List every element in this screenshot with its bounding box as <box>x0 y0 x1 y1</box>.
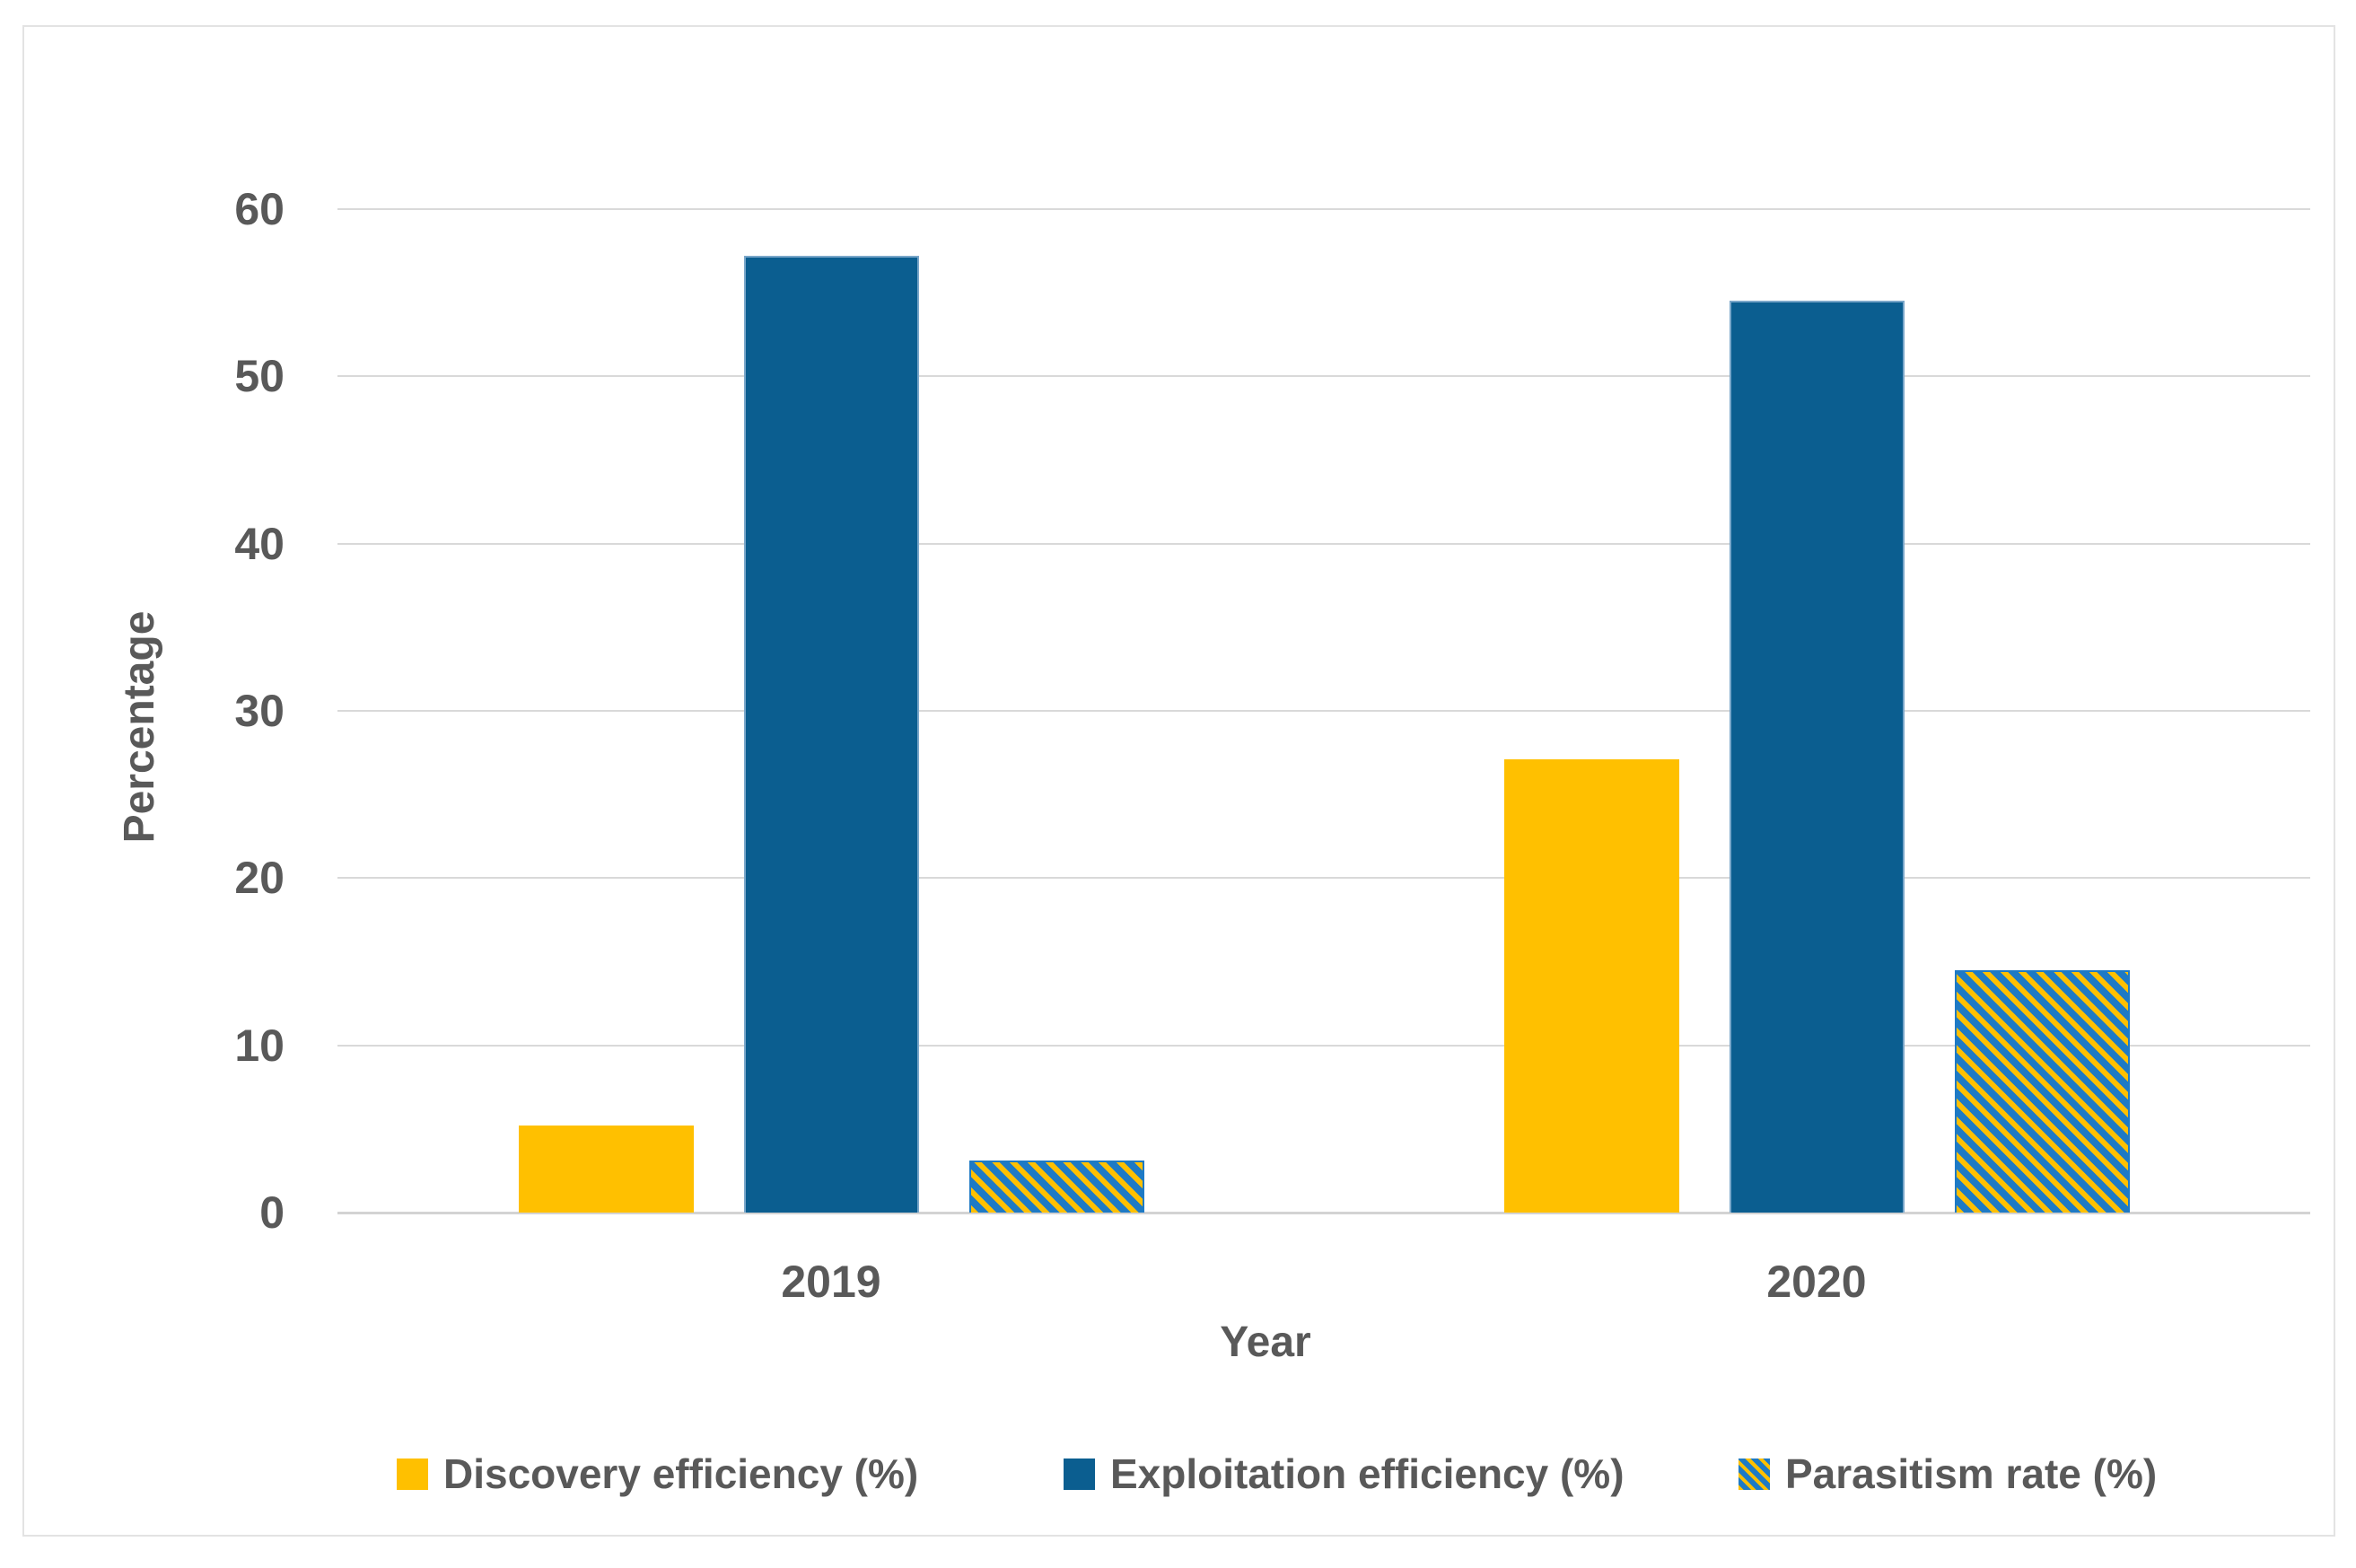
y-tick-label-50: 50 <box>234 351 285 402</box>
legend-label-exploitation: Exploitation efficiency (%) <box>1110 1450 1625 1497</box>
legend-swatch-parasitism-icon <box>1739 1458 1770 1490</box>
legend-swatch-exploitation-icon <box>1064 1458 1095 1490</box>
category-label-2019: 2019 <box>781 1257 881 1307</box>
bar-exploitation-2019 <box>743 256 919 1213</box>
gridline-50 <box>337 375 2310 378</box>
y-tick-label-30: 30 <box>234 686 285 736</box>
legend-label-discovery: Discovery efficiency (%) <box>443 1450 919 1497</box>
y-tick-label-10: 10 <box>234 1020 285 1071</box>
chart-frame <box>22 25 2335 1537</box>
gridline-10 <box>337 1044 2310 1047</box>
legend: Discovery efficiency (%) Exploitation eff… <box>0 1445 2356 1502</box>
legend-label-parasitism: Parasitism rate (%) <box>1785 1450 2158 1497</box>
plot-area <box>337 208 2310 1214</box>
legend-item-exploitation: Exploitation efficiency (%) <box>1064 1445 1625 1502</box>
gridline-20 <box>337 877 2310 880</box>
gridline-30 <box>337 710 2310 712</box>
gridline-60 <box>337 208 2310 210</box>
y-tick-label-60: 60 <box>234 184 285 234</box>
bar-parasitism-2019 <box>968 1161 1144 1213</box>
bar-discovery-2020 <box>1504 759 1679 1213</box>
y-tick-label-0: 0 <box>259 1187 285 1238</box>
bar-parasitism-2020 <box>1955 969 2130 1213</box>
y-tick-label-40: 40 <box>234 518 285 569</box>
x-axis-line <box>337 1212 2310 1214</box>
bar-discovery-2019 <box>518 1126 694 1213</box>
y-tick-label-20: 20 <box>234 853 285 904</box>
bar-exploitation-2020 <box>1730 301 1905 1213</box>
legend-item-parasitism: Parasitism rate (%) <box>1739 1445 2157 1502</box>
legend-item-discovery: Discovery efficiency (%) <box>397 1445 918 1502</box>
legend-swatch-discovery-icon <box>397 1458 428 1490</box>
category-label-2020: 2020 <box>1766 1257 1867 1307</box>
x-axis-title: Year <box>1220 1318 1311 1366</box>
gridline-40 <box>337 542 2310 545</box>
